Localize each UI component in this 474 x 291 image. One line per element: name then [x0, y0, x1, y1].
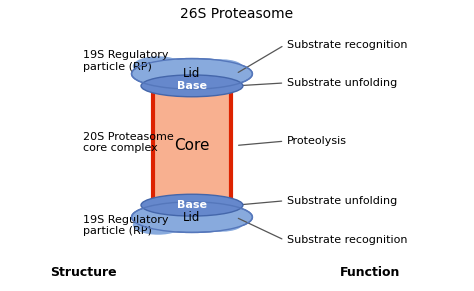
- Text: Structure: Structure: [50, 266, 116, 279]
- Text: Base: Base: [177, 81, 207, 91]
- Ellipse shape: [131, 202, 252, 233]
- Text: Substrate unfolding: Substrate unfolding: [287, 78, 397, 88]
- Text: Substrate unfolding: Substrate unfolding: [287, 196, 397, 206]
- Text: Lid: Lid: [183, 67, 201, 80]
- FancyBboxPatch shape: [153, 86, 231, 205]
- Text: Proteolysis: Proteolysis: [287, 136, 347, 146]
- Text: 19S Regulatory
particle (RP): 19S Regulatory particle (RP): [83, 215, 168, 236]
- Ellipse shape: [141, 75, 243, 97]
- Ellipse shape: [141, 194, 243, 216]
- Text: Substrate recognition: Substrate recognition: [287, 235, 407, 245]
- Text: Function: Function: [339, 266, 400, 279]
- Text: 20S Proteasome
core complex: 20S Proteasome core complex: [83, 132, 173, 153]
- Ellipse shape: [131, 58, 252, 89]
- Ellipse shape: [201, 59, 243, 76]
- Ellipse shape: [201, 215, 243, 232]
- Text: 19S Regulatory
particle (RP): 19S Regulatory particle (RP): [83, 50, 168, 72]
- Text: Core: Core: [174, 138, 210, 153]
- Ellipse shape: [133, 56, 183, 76]
- Text: Substrate recognition: Substrate recognition: [287, 40, 407, 50]
- Text: 26S Proteasome: 26S Proteasome: [181, 7, 293, 21]
- Text: Base: Base: [177, 200, 207, 210]
- Ellipse shape: [133, 215, 183, 235]
- Text: Lid: Lid: [183, 211, 201, 224]
